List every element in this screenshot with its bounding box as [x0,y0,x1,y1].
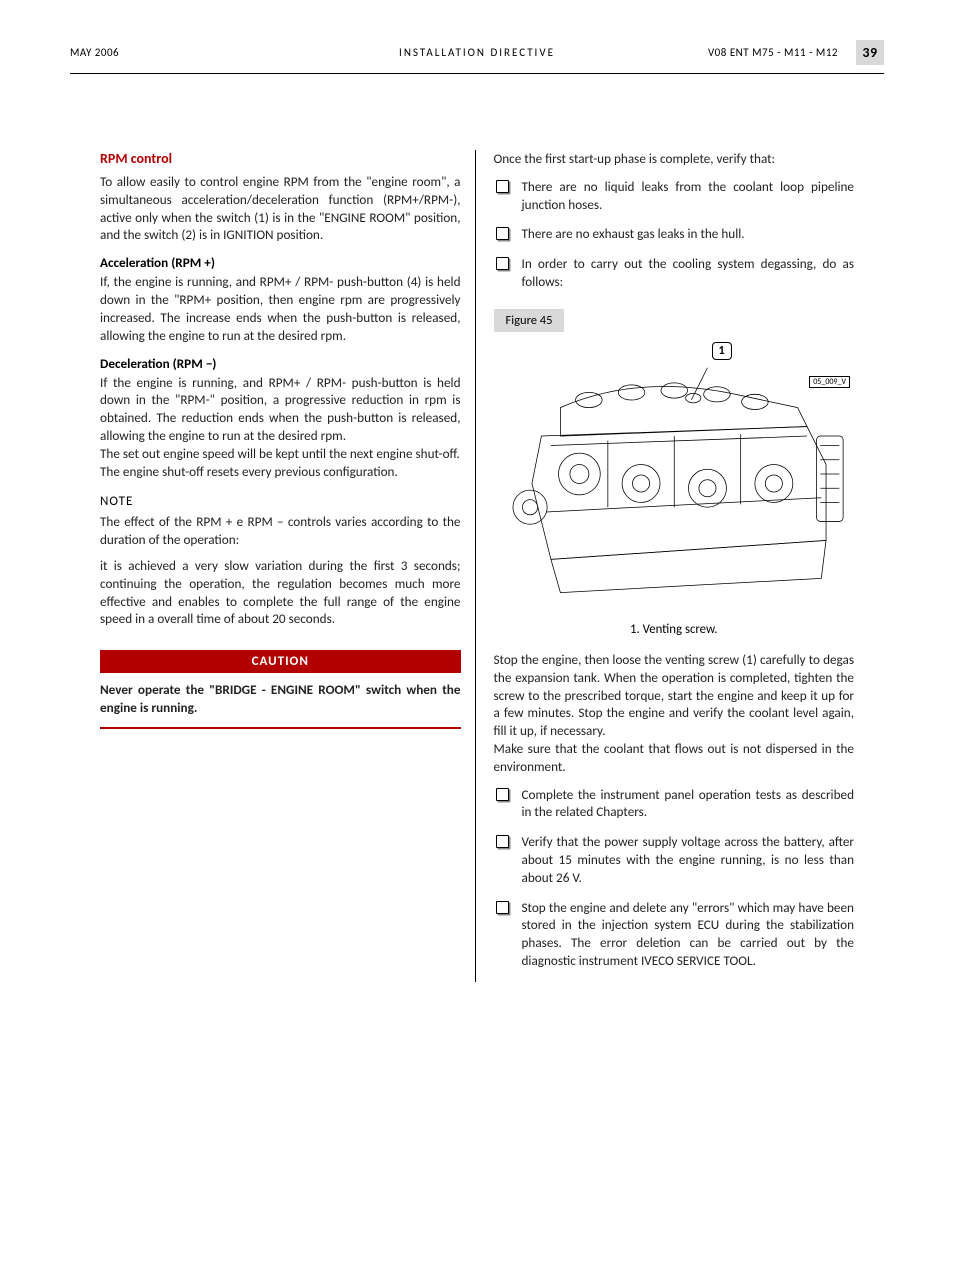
decel-heading: Deceleration (RPM −) [100,355,461,372]
accel-heading: Acceleration (RPM +) [100,254,461,271]
note-text-1: The effect of the RPM + e RPM – controls… [100,513,461,549]
list-item: There are no liquid leaks from the coola… [494,178,855,214]
right-column: Once the first start-up phase is complet… [476,150,885,982]
list-item: Stop the engine and delete any "errors" … [494,899,855,970]
figure-label: Figure 45 [494,309,565,332]
decel-text-2: The set out engine speed will be kept un… [100,445,461,463]
list-item: Verify that the power supply voltage acr… [494,833,855,886]
note-heading: NOTE [100,494,461,509]
page-number: 39 [856,40,884,65]
engine-illustration [494,334,855,614]
accel-text: If, the engine is running, and RPM+ / RP… [100,273,461,344]
figure-caption: 1. Venting screw. [494,622,855,637]
page-header: MAY 2006 INSTALLATION DIRECTIVE V08 ENT … [70,40,884,74]
figure-code: 05_009_V [809,376,850,388]
right-intro: Once the first start-up phase is complet… [494,150,855,168]
list-item: In order to carry out the cooling system… [494,255,855,291]
header-title: INSTALLATION DIRECTIVE [341,46,612,59]
decel-text-1: If the engine is running, and RPM+ / RPM… [100,374,461,445]
decel-text-3: The engine shut-off resets every previou… [100,463,461,481]
list-item: There are no exhaust gas leaks in the hu… [494,225,855,243]
header-model: V08 ENT M75 - M11 - M12 [708,46,838,59]
caution-text: Never operate the "BRIDGE - ENGINE ROOM"… [100,673,461,729]
rpm-control-title: RPM control [100,150,461,167]
checklist-2: Complete the instrument panel operation … [494,786,855,970]
content-columns: RPM control To allow easily to control e… [70,150,884,982]
left-column: RPM control To allow easily to control e… [70,150,476,982]
note-text-2: it is achieved a very slow variation dur… [100,557,461,628]
list-item: Complete the instrument panel operation … [494,786,855,822]
after-fig-2: Make sure that the coolant that flows ou… [494,740,855,776]
figure-45: 1 05_009_V [494,334,855,614]
after-fig-1: Stop the engine, then loose the venting … [494,651,855,740]
rpm-intro: To allow easily to control engine RPM fr… [100,173,461,244]
checklist-1: There are no liquid leaks from the coola… [494,178,855,291]
header-date: MAY 2006 [70,46,341,59]
caution-bar: CAUTION [100,650,461,673]
figure-callout: 1 [712,342,732,360]
